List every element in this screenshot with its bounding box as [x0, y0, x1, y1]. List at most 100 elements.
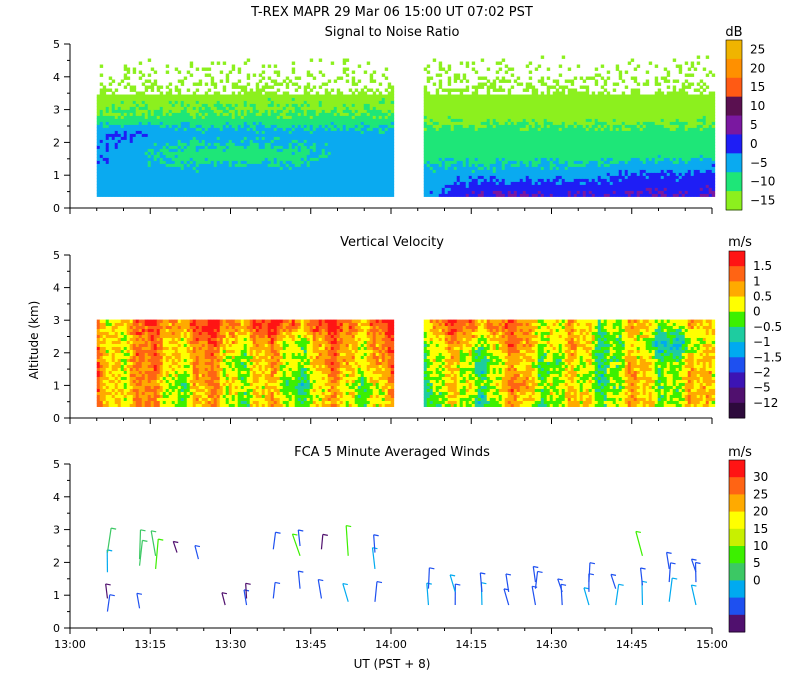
snr-cell — [351, 103, 356, 107]
snr-cell — [183, 100, 188, 104]
snr-cell — [252, 190, 257, 194]
snr-cell — [168, 175, 173, 179]
snr-cell — [270, 178, 275, 182]
snr-cell — [312, 94, 317, 98]
snr-cell — [321, 121, 326, 125]
snr-cell — [489, 178, 494, 182]
snr-cell — [477, 94, 482, 98]
snr-cell — [102, 178, 107, 182]
snr-cell — [174, 157, 179, 161]
snr-cell — [243, 157, 248, 161]
snr-cell — [297, 139, 302, 143]
snr-cell — [267, 184, 272, 188]
snr-cell — [291, 97, 296, 101]
snr-cell — [156, 124, 161, 128]
snr-cell — [153, 139, 158, 143]
snr-cell — [189, 64, 194, 68]
snr-cell — [132, 97, 137, 101]
snr-cell — [522, 142, 527, 146]
snr-cell — [354, 172, 359, 176]
snr-cell — [480, 112, 485, 116]
snr-cell — [435, 136, 440, 140]
snr-cell — [141, 169, 146, 173]
snr-cell — [465, 154, 470, 158]
snr-cell — [492, 82, 497, 86]
snr-cell — [357, 109, 362, 113]
snr-cell — [105, 181, 110, 185]
snr-cell — [201, 148, 206, 152]
snr-cell — [180, 82, 185, 86]
snr-cell — [267, 64, 272, 68]
snr-cell — [327, 97, 332, 101]
snr-cell — [171, 121, 176, 125]
snr-cell — [96, 136, 101, 140]
snr-cell — [216, 193, 221, 197]
snr-cell — [324, 181, 329, 185]
snr-cell — [150, 157, 155, 161]
snr-cell — [513, 190, 518, 194]
snr-cell — [423, 169, 428, 173]
snr-cell — [216, 175, 221, 179]
snr-cell — [147, 100, 152, 104]
snr-cell — [342, 67, 347, 71]
snr-cell — [183, 97, 188, 101]
snr-cell — [102, 124, 107, 128]
snr-cell — [273, 91, 278, 95]
snr-cell — [513, 148, 518, 152]
snr-cell — [441, 163, 446, 167]
snr-cell — [342, 115, 347, 119]
snr-cell — [348, 157, 353, 161]
snr-cell — [132, 100, 137, 104]
snr-cell — [459, 187, 464, 191]
snr-cell — [333, 160, 338, 164]
snr-cell — [471, 139, 476, 143]
snr-cell — [183, 94, 188, 98]
snr-cell — [459, 178, 464, 182]
snr-cell — [186, 70, 191, 74]
snr-cell — [486, 193, 491, 197]
snr-cell — [315, 106, 320, 110]
snr-cell — [282, 103, 287, 107]
snr-cell — [309, 139, 314, 143]
snr-cell — [423, 112, 428, 116]
snr-cell — [459, 115, 464, 119]
snr-cell — [507, 100, 512, 104]
snr-cell — [495, 97, 500, 101]
snr-cell — [384, 163, 389, 167]
snr-cell — [240, 187, 245, 191]
snr-cell — [279, 148, 284, 152]
snr-cell — [372, 142, 377, 146]
snr-cell — [159, 106, 164, 110]
snr-cell — [210, 82, 215, 86]
snr-cell — [207, 160, 212, 164]
snr-cell — [510, 139, 515, 143]
snr-cell — [366, 157, 371, 161]
snr-cell — [486, 112, 491, 116]
snr-cell — [486, 130, 491, 134]
snr-cell — [216, 166, 221, 170]
snr-cell — [126, 160, 131, 164]
snr-cell — [171, 148, 176, 152]
snr-cell — [219, 121, 224, 125]
snr-cell — [237, 91, 242, 95]
snr-cell — [120, 190, 125, 194]
snr-cell — [153, 142, 158, 146]
snr-cell — [528, 154, 533, 158]
snr-cell — [495, 70, 500, 74]
snr-cell — [99, 64, 104, 68]
snr-cell — [438, 121, 443, 125]
snr-cell — [390, 166, 395, 170]
snr-cell — [504, 175, 509, 179]
snr-cell — [285, 112, 290, 116]
snr-cell — [345, 67, 350, 71]
snr-cell — [186, 145, 191, 149]
snr-cell — [246, 118, 251, 122]
snr-cell — [216, 97, 221, 101]
snr-cell — [234, 106, 239, 110]
snr-cell — [258, 79, 263, 83]
snr-cell — [279, 145, 284, 149]
snr-cell — [255, 148, 260, 152]
snr-cell — [444, 145, 449, 149]
snr-cell — [432, 172, 437, 176]
snr-cell — [528, 115, 533, 119]
